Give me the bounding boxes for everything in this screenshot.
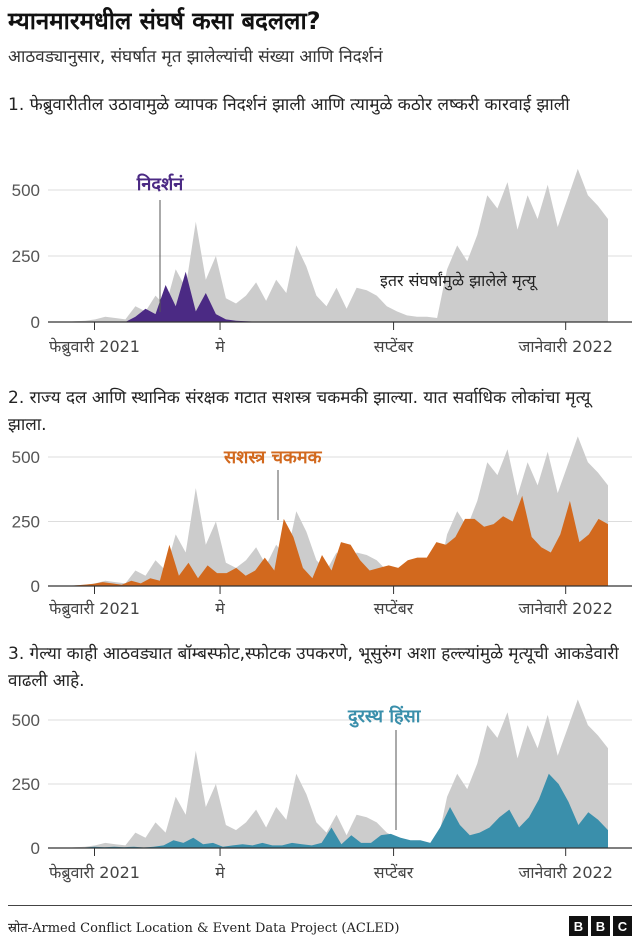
area-highlight-series: [55, 495, 608, 586]
x-tick-label: सप्टेंबर: [374, 863, 414, 882]
logo-letter-2: B: [591, 916, 610, 936]
footer-divider: [8, 905, 632, 906]
x-tick-label: जानेवारी 2022: [518, 337, 612, 356]
x-tick-label: मे: [215, 599, 225, 618]
bbc-logo: B B C: [569, 916, 632, 936]
x-tick-label: मे: [215, 337, 225, 356]
x-tick-label: मे: [215, 863, 225, 882]
panel-2-heading: 2. राज्य दल आणि स्थानिक संरक्षक गटात सशस…: [8, 388, 591, 435]
page-title: म्यानमारमधील संघर्ष कसा बदलला?: [8, 7, 321, 35]
y-tick-label: 0: [31, 313, 40, 332]
series-annotation-label: सशस्त्र चकमक: [223, 447, 323, 468]
x-tick-label: जानेवारी 2022: [518, 863, 612, 882]
y-tick-label: 500: [12, 181, 40, 200]
area-background-series: [55, 168, 608, 322]
logo-letter-1: B: [569, 916, 588, 936]
page-subtitle: आठवड्यानुसार, संघर्षात मृत झालेल्यांची स…: [8, 47, 383, 67]
series-annotation-label: दुरस्थ हिंसा: [347, 705, 422, 728]
logo-letter-3: C: [613, 916, 632, 936]
x-tick-label: फेब्रुवारी 2021: [49, 599, 140, 619]
area-highlight-series: [55, 773, 608, 848]
area-background-series: [55, 699, 608, 848]
y-tick-label: 250: [12, 775, 40, 794]
y-tick-label: 250: [12, 247, 40, 266]
panel-3-heading: 3. गेल्या काही आठवड्यात बॉम्बस्फोट,स्फोट…: [8, 644, 619, 691]
y-tick-label: 250: [12, 513, 40, 532]
x-tick-label: जानेवारी 2022: [518, 599, 612, 618]
x-tick-label: फेब्रुवारी 2021: [49, 337, 140, 357]
y-tick-label: 0: [31, 577, 40, 596]
y-tick-label: 500: [12, 711, 40, 730]
x-tick-label: सप्टेंबर: [374, 599, 414, 618]
x-tick-label: सप्टेंबर: [374, 337, 414, 356]
panel-1-heading: 1. फेब्रुवारीतील उठावामुळे व्यापक निदर्श…: [8, 95, 570, 115]
y-tick-label: 0: [31, 839, 40, 858]
series-annotation-label: निदर्शनं: [136, 173, 184, 195]
area-highlight-series: [55, 271, 608, 322]
y-tick-label: 500: [12, 448, 40, 467]
source-note: स्रोत-Armed Conflict Location & Event Da…: [8, 921, 400, 936]
background-series-label: इतर संघर्षांमुळे झालेले मृत्यू: [380, 271, 539, 291]
x-tick-label: फेब्रुवारी 2021: [49, 863, 140, 883]
